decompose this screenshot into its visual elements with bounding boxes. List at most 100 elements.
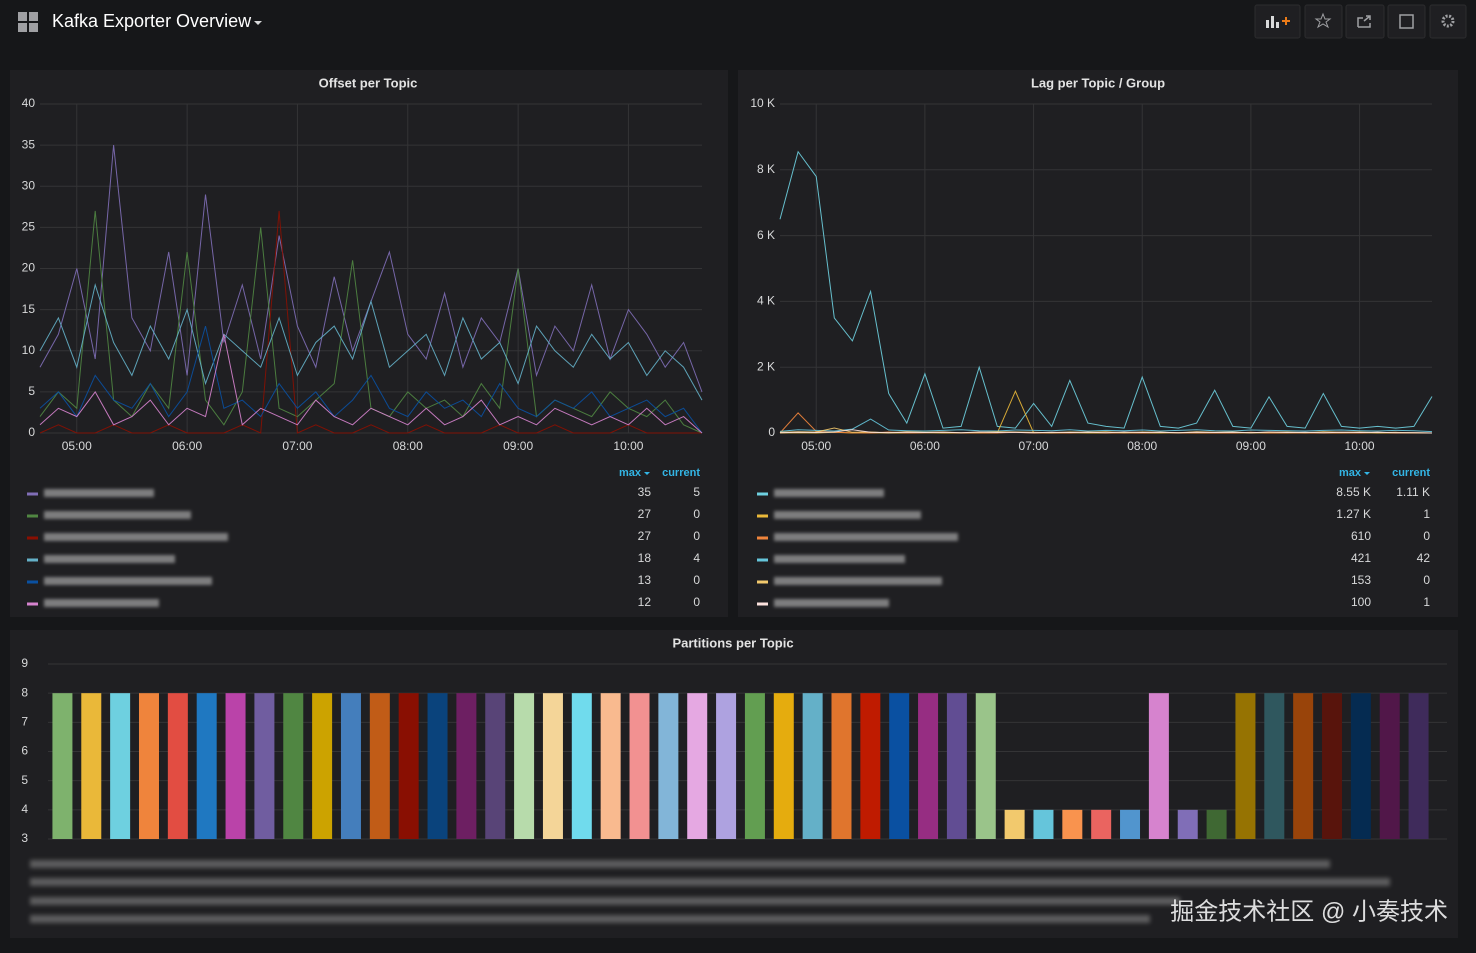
legend-name-redacted [44,577,212,585]
legend-current: 4 [693,551,700,565]
y-tick-label: 3 [21,831,28,845]
star-button[interactable] [1304,4,1343,39]
bar [110,693,131,839]
legend-max: 35 [638,485,652,499]
legend-name-redacted [44,533,228,541]
legend-max: 12 [638,595,652,609]
settings-icon [1441,14,1455,28]
dashboard-icon[interactable] [18,12,38,32]
share-icon [1357,15,1371,28]
x-tick-label: 08:00 [393,439,423,453]
y-tick-label: 9 [21,656,28,670]
bar [1120,809,1141,839]
legend-current: 0 [693,507,700,521]
y-tick-label: 7 [21,715,28,729]
legend-header: max [1339,467,1362,479]
bar [1177,809,1198,839]
legend-name-redacted [774,577,942,585]
y-tick-label: 10 K [750,96,775,110]
legend-current: 0 [693,529,700,543]
title-caret[interactable] [254,21,262,25]
sort-caret [644,472,650,475]
save-button[interactable] [1387,4,1426,39]
y-tick-label: 30 [22,178,36,192]
bar [427,693,448,839]
y-tick-label: 10 [22,343,36,357]
series-line [779,429,1433,434]
legend-header: max [619,467,642,479]
x-tick-label: 09:00 [1236,439,1266,453]
bar [1379,693,1400,839]
legend-max: 610 [1351,529,1371,543]
bar [600,693,621,839]
bar [1408,693,1429,839]
panel-title: Partitions per Topic [672,635,793,650]
y-tick-label: 4 K [757,294,775,308]
x-tick-label: 10:00 [1345,439,1375,453]
legend-current: 1 [1423,507,1430,521]
x-tick-label: 08:00 [1127,439,1157,453]
share-button[interactable] [1345,4,1385,39]
series-line [39,210,702,434]
y-tick-label: 8 [21,685,28,699]
bar [225,693,246,839]
save-icon [1399,14,1414,29]
bar [1350,693,1371,839]
bar [658,693,679,839]
legend-header: current [1392,467,1430,479]
add-panel-plus [1282,17,1290,25]
x-tick-label: 06:00 [172,439,202,453]
x-tick-label: 05:00 [801,439,831,453]
legend-current: 5 [693,485,700,499]
legend-current: 42 [1417,551,1431,565]
legend-name-redacted [774,533,958,541]
series-line [39,282,703,401]
bar [485,693,506,839]
bar [831,693,852,839]
settings-button[interactable] [1429,4,1467,39]
y-tick-label: 40 [22,96,36,110]
legend-current: 1 [1423,595,1430,609]
legend-name-redacted [774,511,921,519]
bar [918,693,939,839]
add-panel-icon [1266,16,1279,28]
panel [10,70,728,617]
y-tick-label: 0 [28,425,35,439]
bar [571,693,592,839]
y-tick-label: 5 [21,773,28,787]
y-tick-label: 4 [21,802,28,816]
add-panel-button[interactable] [1254,4,1301,39]
bar [514,693,535,839]
dashboard-title[interactable]: Kafka Exporter Overview [52,11,252,31]
bar [802,693,823,839]
x-tick-label: 07:00 [282,439,312,453]
legend-max: 153 [1351,573,1371,587]
legend-current: 0 [693,573,700,587]
x-tick-label: 10:00 [613,439,643,453]
legend-max: 27 [638,507,652,521]
bar [1062,809,1083,839]
legend-max: 100 [1351,595,1371,609]
panel [738,70,1458,617]
bar [52,693,73,839]
legend-current: 0 [1423,529,1430,543]
bar [196,693,217,839]
series-line [779,150,1433,429]
legend-name-redacted [774,489,884,497]
y-tick-label: 0 [768,425,775,439]
legend-max: 18 [638,551,652,565]
bar [254,693,275,839]
bar [1033,809,1054,839]
bar [629,693,650,839]
y-tick-label: 8 K [757,162,775,176]
bar [946,693,967,839]
bar [1004,809,1025,839]
bar [1322,693,1343,839]
x-tick-label: 05:00 [62,439,92,453]
bar [138,693,159,839]
bar [1206,809,1227,839]
x-tick-label: 07:00 [1019,439,1049,453]
bar [860,693,881,839]
legend-max: 8.55 K [1336,485,1371,499]
